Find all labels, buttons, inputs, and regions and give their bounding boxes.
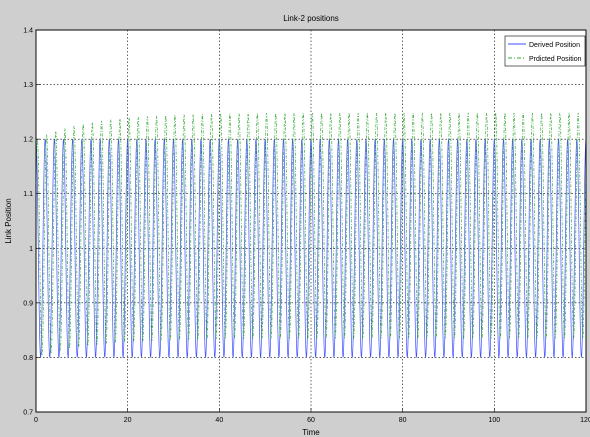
x-tick-label: 20	[124, 417, 132, 424]
y-tick-label: 0.7	[23, 410, 33, 417]
ticks: 0 20 40 60 80 100 120 0.7 0.8 0.9 1 1.1 1.2 1.3 1.4	[23, 28, 590, 425]
x-axis-label: Time	[302, 428, 320, 437]
y-tick-label: 0.8	[23, 355, 33, 362]
x-tick-label: 120	[580, 417, 590, 424]
legend-label-derived: Derived Position	[529, 42, 580, 49]
chart-title: Link-2 positions	[283, 14, 339, 23]
x-tick-label: 0	[34, 417, 38, 424]
x-tick-label: 80	[399, 417, 407, 424]
x-tick-label: 100	[488, 417, 500, 424]
y-tick-label: 1.3	[23, 82, 33, 89]
y-tick-label: 1.2	[23, 137, 33, 144]
series-layer	[35, 112, 587, 358]
x-tick-label: 60	[307, 417, 315, 424]
legend: Derived Position Prdicted Position	[504, 35, 586, 67]
y-tick-label: 0.9	[23, 300, 33, 307]
y-tick-label: 1.1	[23, 191, 33, 198]
y-tick-label: 1	[29, 246, 33, 253]
legend-label-predicted: Prdicted Position	[529, 56, 582, 63]
y-tick-label: 1.4	[23, 28, 33, 35]
series-predicted-position-line	[35, 112, 587, 356]
legend-box	[504, 35, 586, 67]
x-tick-label: 40	[215, 417, 223, 424]
series-derived-position-line	[35, 139, 587, 358]
y-axis-label: Link Position	[4, 198, 13, 243]
